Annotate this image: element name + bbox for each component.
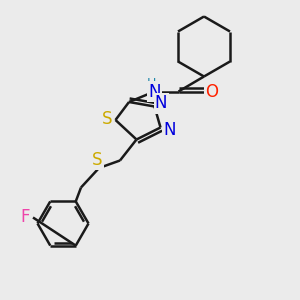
Text: F: F (21, 208, 30, 226)
Text: S: S (102, 110, 112, 128)
Text: N: N (163, 121, 176, 139)
Text: S: S (92, 151, 103, 169)
Text: O: O (206, 82, 219, 100)
Text: H: H (147, 76, 156, 90)
Text: N: N (148, 82, 161, 100)
Text: N: N (155, 94, 167, 112)
